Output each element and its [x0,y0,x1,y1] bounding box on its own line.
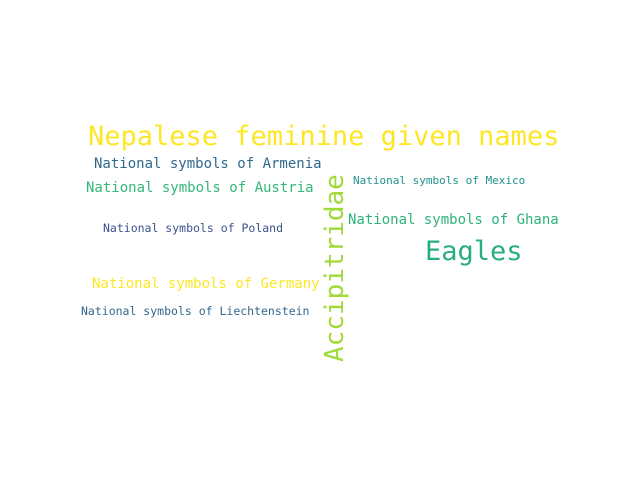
word-national-symbols-of-armenia: National symbols of Armenia [94,156,322,172]
word-national-symbols-of-liechtenstein: National symbols of Liechtenstein [81,304,310,318]
word-nepalese-feminine-given-names: Nepalese feminine given names [88,121,560,152]
word-eagles: Eagles [425,236,523,267]
word-national-symbols-of-austria: National symbols of Austria [86,180,314,196]
word-accipitridae: Accipitridae [320,174,350,362]
word-national-symbols-of-mexico: National symbols of Mexico [353,174,526,187]
word-national-symbols-of-germany: National symbols of Germany [92,276,320,292]
word-national-symbols-of-ghana: National symbols of Ghana [348,212,559,228]
word-national-symbols-of-poland: National symbols of Poland [103,221,284,235]
